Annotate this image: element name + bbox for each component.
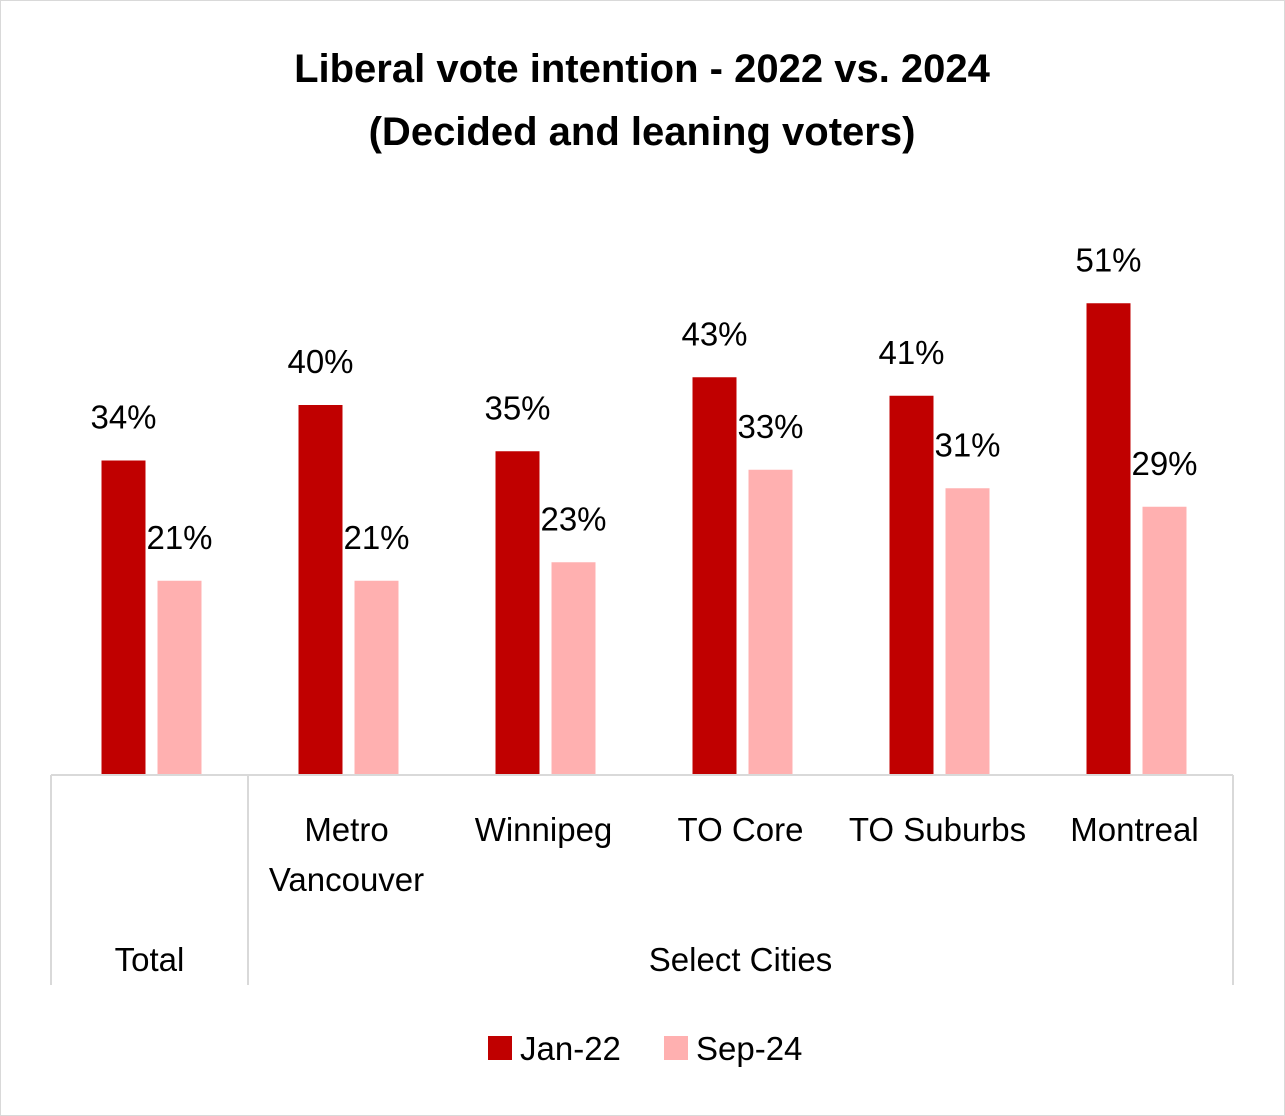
bar-jan-22-1	[298, 405, 343, 775]
chart-title: Liberal vote intention - 2022 vs. 2024	[294, 47, 991, 91]
data-label-jan-22-3: 43%	[681, 315, 747, 352]
legend: Jan-22 Sep-24	[488, 1030, 802, 1067]
bar-sep-24-1	[354, 580, 399, 775]
category-label-3-0: TO Core	[678, 811, 804, 848]
bar-jan-22-0	[101, 460, 146, 775]
chart-subtitle: (Decided and leaning voters)	[369, 110, 916, 154]
bar-sep-24-3	[748, 469, 793, 775]
category-label-5-0: Montreal	[1070, 811, 1198, 848]
data-label-sep-24-3: 33%	[737, 408, 803, 445]
data-label-jan-22-2: 35%	[484, 389, 550, 426]
legend-swatch-jan-22	[488, 1036, 512, 1060]
bar-sep-24-4	[945, 488, 990, 775]
category-label-4-0: TO Suburbs	[849, 811, 1026, 848]
plot-area: 34% 40% 35% 43% 41% 51% 21% 21% 23% 33% 31% 29%	[90, 241, 1198, 775]
bar-jan-22-5	[1086, 303, 1131, 775]
legend-label-sep-24: Sep-24	[696, 1030, 802, 1067]
bar-jan-22-2	[495, 451, 540, 775]
category-label-1-0: Metro	[304, 811, 388, 848]
category-label-1-1: Vancouver	[269, 861, 424, 898]
category-axis: Metro Vancouver Winnipeg TO Core TO Suburbs M…	[50, 774, 1234, 985]
data-label-sep-24-5: 29%	[1131, 445, 1197, 482]
bar-jan-22-4	[889, 395, 934, 775]
legend-swatch-sep-24	[664, 1036, 688, 1060]
data-label-sep-24-2: 23%	[540, 500, 606, 537]
data-label-sep-24-4: 31%	[934, 426, 1000, 463]
data-label-sep-24-1: 21%	[343, 519, 409, 556]
bar-sep-24-0	[157, 580, 202, 775]
category-label-2-0: Winnipeg	[475, 811, 613, 848]
data-label-jan-22-5: 51%	[1075, 241, 1141, 278]
data-label-jan-22-0: 34%	[90, 399, 156, 436]
group-label-1: Select Cities	[649, 941, 832, 978]
legend-label-jan-22: Jan-22	[520, 1030, 621, 1067]
bar-sep-24-2	[551, 562, 596, 775]
bar-jan-22-3	[692, 377, 737, 775]
group-label-0: Total	[115, 941, 185, 978]
bar-sep-24-5	[1142, 506, 1187, 775]
data-label-jan-22-1: 40%	[287, 343, 353, 380]
data-label-jan-22-4: 41%	[878, 334, 944, 371]
data-label-sep-24-0: 21%	[146, 519, 212, 556]
